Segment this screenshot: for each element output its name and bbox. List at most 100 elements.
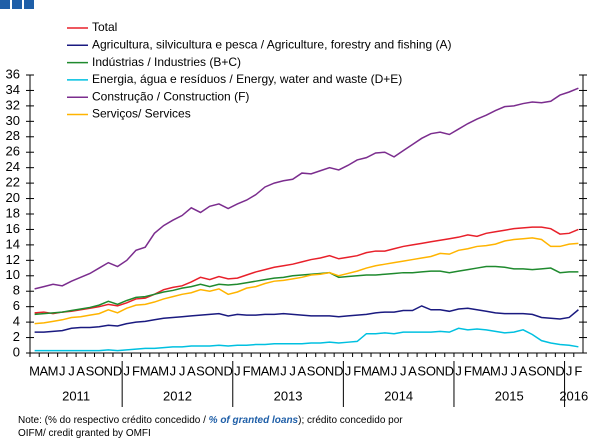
- x-tick-label: F: [243, 363, 251, 378]
- x-tick-label: J: [59, 363, 66, 378]
- y-tick-label: 8: [13, 283, 20, 298]
- y-tick-label: 32: [6, 97, 20, 112]
- y-tick-label: 24: [6, 159, 20, 174]
- x-tick-label: O: [315, 363, 325, 378]
- y-tick-label: 36: [6, 66, 20, 81]
- x-tick-label: J: [455, 363, 462, 378]
- series-line: [34, 226, 579, 315]
- x-tick-label: J: [280, 363, 287, 378]
- y-tick-label: 16: [6, 221, 20, 236]
- note-text: ); crédito concedido por: [298, 415, 403, 426]
- note-text: Note: (% do respectivo crédito concedido…: [18, 415, 209, 426]
- x-tick-label: D: [445, 363, 454, 378]
- x-tick-label: A: [187, 363, 196, 378]
- x-tick-label: J: [68, 363, 75, 378]
- y-tick-label: 12: [6, 252, 20, 267]
- x-tick-label: F: [574, 363, 582, 378]
- x-tick-label: M: [490, 363, 501, 378]
- y-tick-label: 20: [6, 190, 20, 205]
- series-line: [34, 237, 579, 325]
- year-label: 2011: [62, 388, 90, 403]
- x-tick-label: D: [223, 363, 232, 378]
- x-tick-label: O: [426, 363, 436, 378]
- x-tick-label: J: [511, 363, 518, 378]
- legend-label: Total: [92, 20, 117, 34]
- series-line: [34, 265, 579, 316]
- legend-label: Serviços/ Services: [92, 107, 191, 121]
- x-tick-label: N: [214, 363, 223, 378]
- y-tick-label: 22: [6, 175, 20, 190]
- x-tick-label: J: [289, 363, 296, 378]
- x-tick-label: A: [39, 363, 48, 378]
- x-tick-label: M: [361, 363, 372, 378]
- x-tick-label: A: [371, 363, 380, 378]
- x-tick-label: S: [528, 363, 537, 378]
- x-tick-label: F: [464, 363, 472, 378]
- x-tick-label: M: [379, 363, 390, 378]
- title-marker: [0, 0, 10, 9]
- legend-label: Indústrias / Industries (B+C): [92, 55, 241, 69]
- year-label: 2014: [384, 388, 413, 403]
- y-tick-label: 0: [13, 344, 20, 359]
- x-tick-label: O: [536, 363, 546, 378]
- x-tick-label: A: [482, 363, 491, 378]
- x-tick-label: J: [179, 363, 186, 378]
- x-tick-label: A: [408, 363, 417, 378]
- x-tick-label: M: [140, 363, 151, 378]
- y-tick-label: 10: [6, 267, 20, 282]
- x-tick-label: M: [158, 363, 169, 378]
- x-tick-label: A: [150, 363, 159, 378]
- x-tick-label: S: [86, 363, 95, 378]
- x-tick-label: N: [325, 363, 334, 378]
- note: Note: (% do respectivo crédito concedido…: [18, 414, 403, 440]
- series-line: [34, 305, 579, 333]
- x-tick-label: A: [261, 363, 270, 378]
- x-tick-label: F: [353, 363, 361, 378]
- legend-label: Energia, água e resíduos / Energy, water…: [92, 72, 402, 86]
- x-tick-label: D: [113, 363, 122, 378]
- y-tick-label: 30: [6, 113, 20, 128]
- x-tick-label: O: [205, 363, 215, 378]
- x-tick-label: F: [132, 363, 140, 378]
- x-tick-label: A: [76, 363, 85, 378]
- x-tick-label: M: [472, 363, 483, 378]
- legend-label: Agricultura, silvicultura e pesca / Agri…: [92, 37, 451, 51]
- y-tick-label: 6: [13, 298, 20, 313]
- x-tick-label: J: [391, 363, 398, 378]
- year-label: 2012: [163, 388, 192, 403]
- y-tick-label: 18: [6, 205, 20, 220]
- x-tick-label: M: [29, 363, 40, 378]
- x-tick-label: O: [94, 363, 104, 378]
- y-tick-label: 2: [13, 329, 20, 344]
- x-tick-label: D: [555, 363, 564, 378]
- y-tick-label: 26: [6, 144, 20, 159]
- note-emphasis: % of granted loans: [208, 415, 299, 426]
- y-tick-label: 28: [6, 128, 20, 143]
- x-tick-label: M: [48, 363, 59, 378]
- title-marker: [24, 0, 34, 9]
- year-label: 2016: [559, 388, 588, 403]
- x-tick-label: A: [519, 363, 528, 378]
- x-tick-label: A: [298, 363, 307, 378]
- y-tick-label: 34: [6, 82, 20, 97]
- x-tick-label: J: [501, 363, 508, 378]
- note-text: OIFM/ credit granted by OMFI: [18, 428, 151, 439]
- y-tick-label: 14: [6, 236, 20, 251]
- series-line: [34, 327, 579, 352]
- x-tick-label: J: [400, 363, 407, 378]
- series-line: [34, 87, 579, 290]
- year-label: 2013: [274, 388, 303, 403]
- x-tick-label: D: [334, 363, 343, 378]
- x-tick-label: N: [435, 363, 444, 378]
- y-tick-label: 4: [13, 314, 20, 329]
- x-tick-label: S: [417, 363, 426, 378]
- legend-label: Construção / Construction (F): [92, 89, 249, 103]
- x-tick-label: M: [269, 363, 280, 378]
- x-tick-label: M: [250, 363, 261, 378]
- x-tick-label: J: [170, 363, 177, 378]
- title-marker: [12, 0, 22, 9]
- x-tick-label: J: [345, 363, 352, 378]
- x-tick-label: N: [104, 363, 113, 378]
